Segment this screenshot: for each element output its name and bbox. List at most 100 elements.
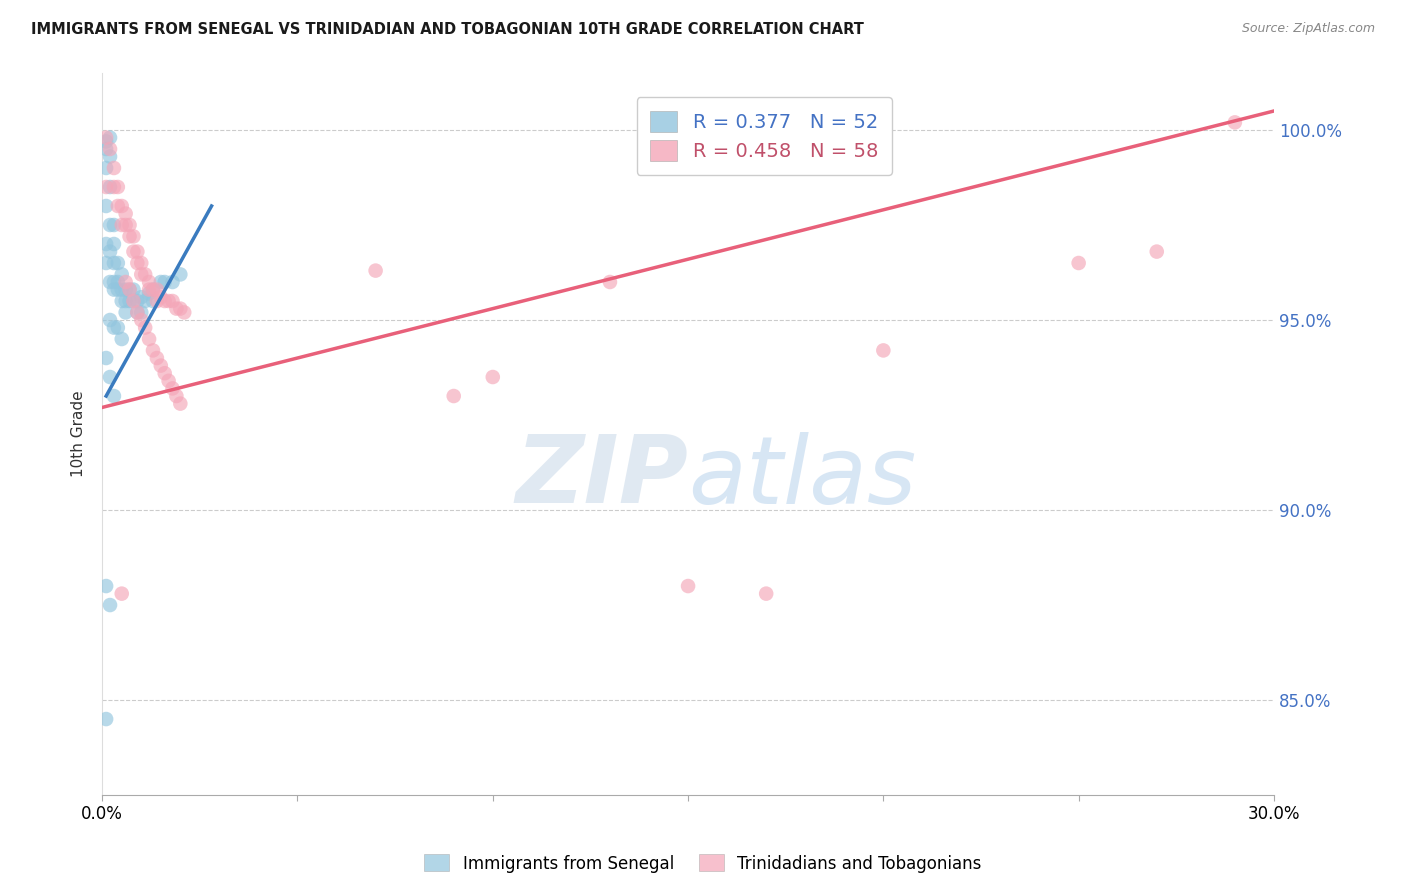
Text: ZIP: ZIP [515, 432, 688, 524]
Point [481, 370, 503, 384]
Point [111, 587, 134, 601]
Point [676, 579, 699, 593]
Point [364, 263, 387, 277]
Point [107, 199, 129, 213]
Point [103, 237, 125, 252]
Point [146, 293, 169, 308]
Point [134, 293, 156, 308]
Point [118, 283, 141, 297]
Point [127, 293, 149, 308]
Point [98, 218, 121, 232]
Point [107, 180, 129, 194]
Point [94, 142, 117, 156]
Point [165, 389, 187, 403]
Point [129, 268, 152, 282]
Point [755, 587, 778, 601]
Point [153, 293, 176, 308]
Point [111, 268, 134, 282]
Point [169, 301, 191, 316]
Point [162, 381, 184, 395]
Point [162, 275, 184, 289]
Point [134, 320, 156, 334]
Point [142, 283, 165, 297]
Point [103, 389, 125, 403]
Point [157, 374, 180, 388]
Point [162, 293, 184, 308]
Point [107, 256, 129, 270]
Point [94, 712, 117, 726]
Point [98, 275, 121, 289]
Point [103, 218, 125, 232]
Point [165, 301, 187, 316]
Point [443, 389, 465, 403]
Point [142, 293, 165, 308]
Point [122, 244, 145, 259]
Point [98, 142, 121, 156]
Point [103, 161, 125, 175]
Point [107, 275, 129, 289]
Point [129, 305, 152, 319]
Text: Source: ZipAtlas.com: Source: ZipAtlas.com [1241, 22, 1375, 36]
Point [103, 256, 125, 270]
Point [129, 290, 152, 304]
Point [94, 256, 117, 270]
Point [94, 161, 117, 175]
Point [98, 313, 121, 327]
Point [149, 290, 172, 304]
Point [1223, 115, 1246, 129]
Point [107, 320, 129, 334]
Point [169, 268, 191, 282]
Point [138, 283, 160, 297]
Point [98, 150, 121, 164]
Point [149, 275, 172, 289]
Point [114, 293, 136, 308]
Point [173, 305, 195, 319]
Point [94, 351, 117, 365]
Point [98, 180, 121, 194]
Point [153, 275, 176, 289]
Point [149, 359, 172, 373]
Y-axis label: 10th Grade: 10th Grade [72, 391, 86, 477]
Point [111, 293, 134, 308]
Point [94, 180, 117, 194]
Point [114, 275, 136, 289]
Point [122, 293, 145, 308]
Point [111, 199, 134, 213]
Point [98, 370, 121, 384]
Point [122, 229, 145, 244]
Point [103, 283, 125, 297]
Point [138, 275, 160, 289]
Point [138, 332, 160, 346]
Point [1067, 256, 1090, 270]
Legend: R = 0.377   N = 52, R = 0.458   N = 58: R = 0.377 N = 52, R = 0.458 N = 58 [637, 97, 891, 175]
Point [134, 268, 156, 282]
Point [127, 305, 149, 319]
Point [872, 343, 894, 358]
Point [114, 206, 136, 220]
Point [118, 229, 141, 244]
Point [118, 293, 141, 308]
Point [103, 320, 125, 334]
Point [157, 293, 180, 308]
Point [94, 199, 117, 213]
Point [94, 135, 117, 149]
Point [111, 283, 134, 297]
Point [111, 218, 134, 232]
Point [146, 351, 169, 365]
Point [129, 256, 152, 270]
Point [146, 283, 169, 297]
Point [98, 598, 121, 612]
Point [103, 180, 125, 194]
Point [118, 283, 141, 297]
Point [94, 579, 117, 593]
Point [107, 283, 129, 297]
Point [94, 237, 117, 252]
Point [114, 283, 136, 297]
Point [129, 313, 152, 327]
Point [127, 256, 149, 270]
Point [153, 366, 176, 380]
Point [122, 283, 145, 297]
Point [127, 305, 149, 319]
Point [98, 130, 121, 145]
Point [122, 293, 145, 308]
